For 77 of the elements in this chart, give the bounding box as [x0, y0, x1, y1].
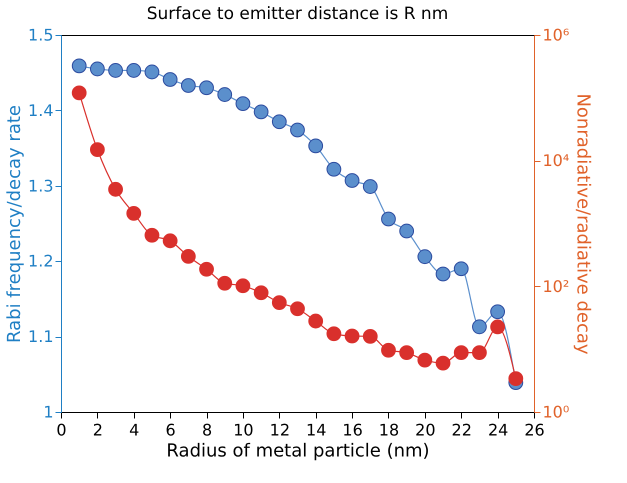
x-tick-label: 8	[202, 420, 212, 440]
point	[362, 179, 378, 194]
y-tick-label: 1.1	[28, 327, 54, 346]
y2-tick-label: 10⁴	[542, 151, 570, 170]
point	[144, 64, 160, 80]
y-tick-label: 1	[43, 402, 54, 422]
point	[381, 342, 396, 358]
point	[72, 85, 87, 100]
point	[217, 87, 232, 102]
point	[126, 63, 142, 78]
point	[454, 345, 469, 360]
point	[180, 78, 196, 93]
x-tick-label: 14	[306, 420, 326, 440]
point	[108, 182, 123, 197]
y2-tick-label: 10⁰	[542, 402, 570, 422]
point	[490, 304, 506, 320]
point	[308, 138, 324, 154]
point	[326, 326, 342, 342]
point	[90, 142, 105, 157]
point	[272, 114, 287, 130]
point	[308, 314, 324, 328]
point	[217, 276, 232, 291]
y-tick-label: 1.2	[28, 252, 54, 271]
point	[399, 345, 414, 360]
x-tick-label: 10	[233, 420, 254, 440]
point	[436, 266, 450, 282]
point	[236, 96, 250, 111]
point	[472, 345, 487, 360]
point	[344, 328, 360, 344]
point	[199, 80, 214, 96]
point	[454, 261, 469, 276]
chart-title: Surface to emitter distance is R nm	[146, 4, 448, 24]
point	[436, 356, 450, 370]
y2-tick-label: 10²	[542, 276, 570, 296]
x-tick-label: 20	[415, 420, 436, 440]
point	[199, 262, 214, 277]
x-tick-label: 6	[166, 420, 176, 440]
y2-axis-title: Nonradiative/radiative decay	[572, 93, 594, 355]
point	[162, 233, 178, 248]
x-tick-label: 4	[129, 420, 140, 440]
point	[362, 328, 378, 344]
y-tick-label: 1.5	[28, 26, 54, 44]
point	[490, 320, 506, 334]
point	[236, 278, 250, 294]
point	[180, 248, 196, 264]
x-tick-label: 24	[488, 420, 508, 440]
x-tick-label: 26	[524, 420, 545, 440]
point	[272, 295, 287, 310]
point	[72, 58, 87, 74]
point	[326, 162, 342, 177]
point	[472, 319, 487, 334]
y-tick-label: 1.3	[28, 176, 54, 196]
x-tick-label: 22	[452, 420, 472, 440]
x-tick-label: 0	[56, 420, 67, 440]
y-tick-label: 1.4	[28, 100, 54, 120]
point	[399, 224, 414, 238]
x-tick-label: 12	[270, 420, 290, 440]
point	[381, 212, 396, 226]
x-tick-label: 18	[378, 420, 400, 440]
point	[290, 301, 305, 316]
point	[144, 228, 160, 243]
point	[90, 62, 105, 76]
point	[417, 352, 432, 368]
x-tick-label: 16	[342, 420, 363, 440]
point	[417, 249, 432, 264]
x-axis-title: Radius of metal particle (nm)	[166, 440, 430, 462]
point	[126, 206, 142, 221]
point	[344, 173, 360, 188]
x-tick-label: 2	[92, 420, 103, 440]
y-axis-title: Rabi frequency/decay rate	[4, 105, 26, 343]
point	[290, 122, 305, 138]
point	[254, 104, 269, 120]
point	[254, 285, 269, 300]
point	[508, 371, 524, 386]
point	[108, 63, 123, 78]
point	[162, 72, 178, 87]
y2-tick-label: 10⁶	[542, 26, 570, 44]
